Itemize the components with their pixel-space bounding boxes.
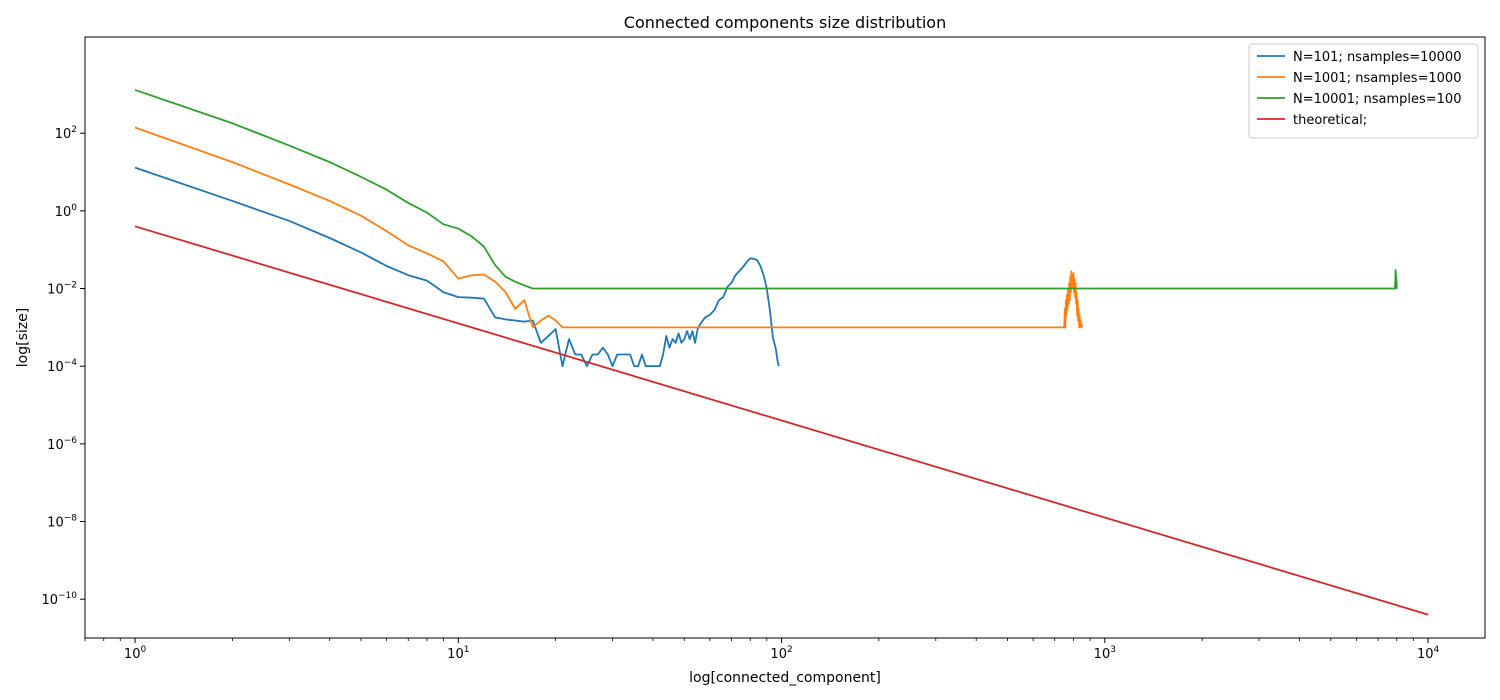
plot-frame bbox=[84, 36, 1486, 639]
legend-label: N=101; nsamples=10000 bbox=[1293, 50, 1461, 65]
y-axis: 10−10 10−8 10−6 10−4 10−2 100 102 bbox=[41, 125, 85, 608]
legend-box bbox=[1248, 43, 1479, 139]
x-tick-label: 103 bbox=[1094, 645, 1116, 662]
y-tick-label: 102 bbox=[55, 125, 77, 142]
series-line-4 bbox=[134, 225, 1429, 616]
y-axis-label: log[size] bbox=[15, 308, 31, 367]
series-line-2 bbox=[134, 126, 1084, 329]
y-tick-label: 10−2 bbox=[47, 281, 77, 298]
x-axis-label: log[connected_component] bbox=[689, 670, 881, 686]
y-tick-label: 10−6 bbox=[47, 436, 77, 453]
x-tick-label: 102 bbox=[770, 645, 792, 662]
chart-title: Connected components size distribution bbox=[624, 13, 946, 32]
legend-label: N=10001; nsamples=100 bbox=[1293, 92, 1461, 107]
y-tick-label: 100 bbox=[55, 203, 78, 220]
x-axis: 100 101 102 103 104 bbox=[84, 638, 1440, 662]
x-tick-label: 100 bbox=[124, 645, 147, 662]
series-group bbox=[134, 89, 1429, 616]
y-tick-label: 10−10 bbox=[41, 591, 77, 608]
x-tick-label: 101 bbox=[447, 645, 469, 662]
x-tick-label: 104 bbox=[1417, 645, 1440, 662]
legend-label: theoretical; bbox=[1293, 113, 1367, 128]
legend-label: N=1001; nsamples=1000 bbox=[1293, 71, 1461, 86]
legend: N=101; nsamples=10000 N=1001; nsamples=10… bbox=[1248, 43, 1479, 139]
series-line-3 bbox=[134, 89, 1398, 290]
y-tick-label: 10−8 bbox=[47, 514, 77, 531]
y-tick-label: 10−4 bbox=[47, 358, 77, 375]
series-line-1 bbox=[134, 166, 780, 368]
